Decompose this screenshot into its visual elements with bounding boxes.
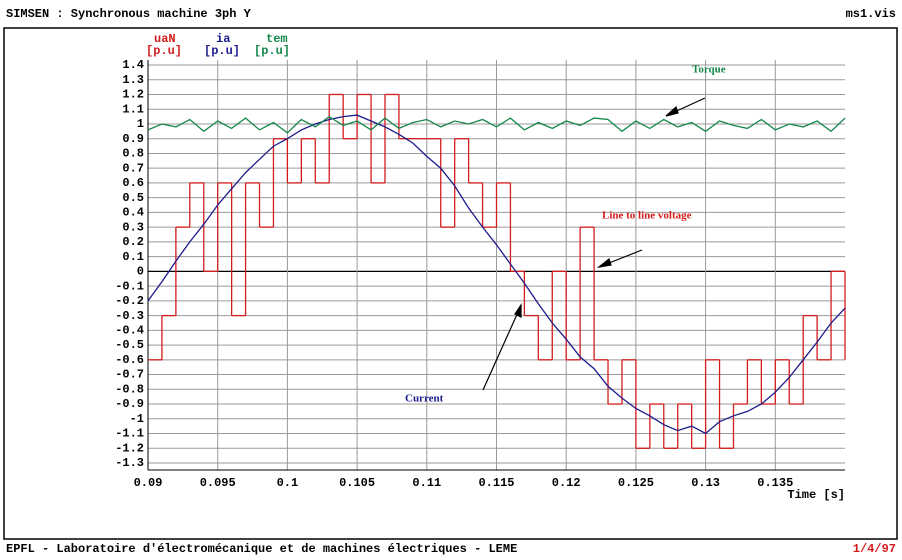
y-tick-label: 0.7: [122, 161, 144, 175]
y-tick-label: 0.2: [122, 235, 144, 249]
y-tick-label: 0.3: [122, 220, 144, 234]
x-tick-label: 0.105: [339, 476, 375, 490]
legend-unit: [p.u]: [254, 44, 290, 58]
legend-unit: [p.u]: [204, 44, 240, 58]
y-tick-label: 0.1: [122, 250, 144, 264]
y-tick-label: -0.8: [115, 382, 144, 396]
legend-unit: [p.u]: [146, 44, 182, 58]
x-axis-label: Time [s]: [787, 488, 845, 502]
y-tick-label: 0.9: [122, 132, 144, 146]
x-tick-label: 0.115: [478, 476, 514, 490]
plot-frame: [3, 27, 898, 540]
y-tick-label: -0.2: [115, 294, 144, 308]
y-tick-label: -1.3: [115, 456, 144, 470]
x-tick-label: 0.135: [757, 476, 793, 490]
legend-name: uaN: [154, 32, 176, 46]
y-tick-label: 1.1: [122, 102, 144, 116]
y-tick-label: -0.9: [115, 397, 144, 411]
y-tick-label: 1.3: [122, 73, 144, 87]
y-tick-label: -0.1: [115, 279, 144, 293]
y-tick-label: 1.4: [122, 58, 144, 72]
arrows: [482, 97, 706, 391]
window-title: SIMSEN : Synchronous machine 3ph Y: [6, 7, 252, 21]
y-tick-label: 0: [137, 265, 144, 279]
y-tick-label: -0.5: [115, 338, 144, 352]
x-tick-label: 0.1: [277, 476, 299, 490]
arrow-head: [514, 303, 522, 318]
y-tick-label: 0.5: [122, 191, 144, 205]
arrow: [482, 309, 520, 391]
legend-name: ia: [216, 32, 230, 46]
x-tick-label: 0.12: [552, 476, 581, 490]
y-tick-label: -0.3: [115, 309, 144, 323]
y-tick-label: 1.2: [122, 88, 144, 102]
footer-text: EPFL - Laboratoire d'électromécanique et…: [6, 542, 517, 556]
x-tick-label: 0.09: [134, 476, 163, 490]
annotation: Torque: [692, 64, 726, 76]
x-tick-label: 0.125: [618, 476, 654, 490]
y-tick-label: -0.6: [115, 353, 144, 367]
legend-name: tem: [266, 32, 288, 46]
plot: 1.41.31.21.110.90.80.70.60.50.40.30.20.1…: [115, 58, 846, 502]
series-line: [147, 114, 846, 435]
annotation: Current: [405, 393, 444, 405]
y-tick-label: 0.4: [122, 206, 144, 220]
y-tick-label: 1: [137, 117, 144, 131]
x-tick-label: 0.13: [691, 476, 720, 490]
y-tick-label: -0.7: [115, 368, 144, 382]
x-tick-label: 0.095: [200, 476, 236, 490]
y-tick-label: 0.6: [122, 176, 144, 190]
y-tick-label: -1: [130, 412, 144, 426]
y-tick-label: -0.4: [115, 324, 144, 338]
file-name: ms1.vis: [846, 7, 896, 21]
y-tick-label: 0.8: [122, 147, 144, 161]
series-line: [147, 115, 846, 134]
annotation: Line to line voltage: [602, 210, 692, 222]
footer-date: 1/4/97: [853, 542, 896, 556]
y-tick-label: -1.1: [115, 427, 144, 441]
y-tick-label: -1.2: [115, 441, 144, 455]
arrow-head: [596, 257, 612, 268]
x-tick-label: 0.11: [412, 476, 441, 490]
arrow-head: [665, 105, 679, 117]
